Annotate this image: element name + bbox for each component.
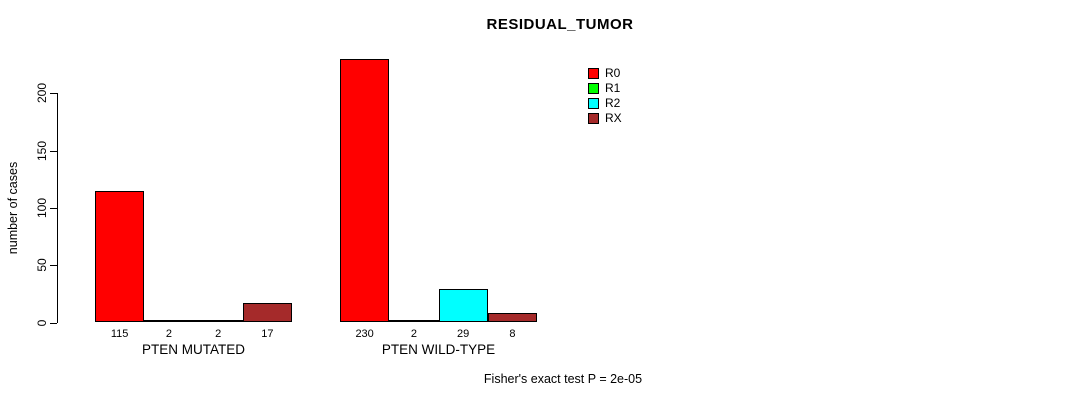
bar [95,190,145,323]
group-label: PTEN WILD-TYPE [381,342,496,357]
bar-value-label: 29 [457,328,470,340]
y-tick-label: 50 [35,258,49,272]
legend-item: R0 [588,66,622,81]
legend-swatch [588,68,599,79]
bar [340,58,390,323]
bar [487,313,537,323]
y-tick-label: 200 [35,83,49,104]
group-label: PTEN MUTATED [142,342,245,357]
bar-value-label: 2 [165,328,172,340]
bar [389,320,439,323]
y-tick [50,207,57,209]
y-tick-label: 150 [35,140,49,161]
legend-swatch [588,98,599,109]
legend-label: R0 [605,66,621,80]
footer-annotation: Fisher's exact test P = 2e-05 [483,372,643,386]
bar-value-label: 230 [355,328,374,340]
bar [144,320,194,323]
y-tick-label: 100 [35,197,49,218]
bar [438,289,488,323]
legend-label: R2 [605,96,621,110]
bar-value-label: 115 [110,328,129,340]
y-tick [50,150,57,152]
y-axis-label: number of cases [6,161,20,255]
legend-swatch [588,83,599,94]
bar-value-label: 8 [509,328,516,340]
y-tick-label: 0 [35,319,49,326]
y-tick [50,265,57,267]
bar [242,303,292,323]
legend-label: RX [605,111,622,125]
bar-value-label: 2 [410,328,417,340]
legend-item: R1 [588,81,622,96]
bar [193,320,243,323]
y-tick [50,322,57,324]
y-tick [50,93,57,95]
legend-swatch [588,113,599,124]
bar-value-label: 2 [215,328,222,340]
legend: R0 R1 R2 RX [588,66,622,126]
bar-value-label: 17 [261,328,274,340]
y-axis-line [57,93,58,324]
chart-title: RESIDUAL_TUMOR [486,16,634,33]
legend-item: RX [588,111,622,126]
legend-label: R1 [605,81,621,95]
legend-item: R2 [588,96,622,111]
